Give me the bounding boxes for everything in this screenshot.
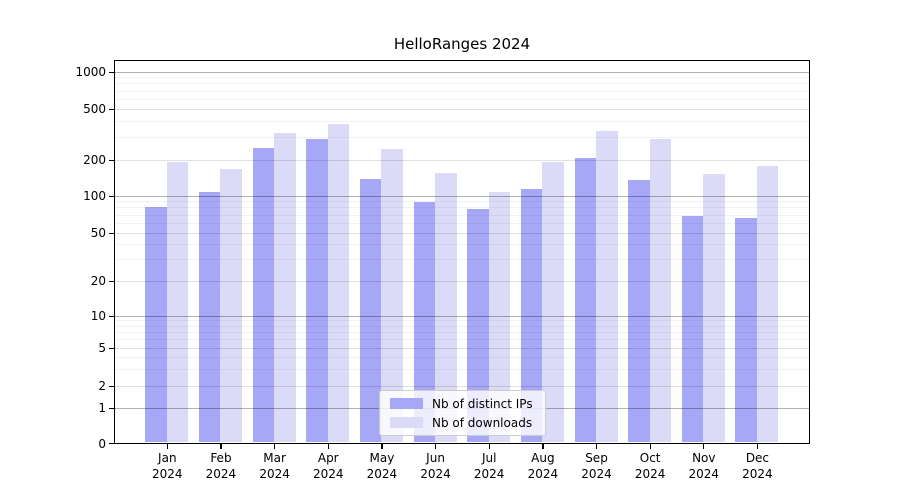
bar-downloads-mar [274,132,296,442]
bar-downloads-nov [703,173,725,442]
chart-title: HelloRanges 2024 [393,35,531,53]
y-tick-label: 100 [83,189,106,203]
gridline [115,108,809,110]
bar-distinct-ips-apr [306,138,328,442]
x-tick-label: Feb 2024 [205,451,237,481]
y-tick-label: 1 [98,401,106,415]
legend-swatch-downloads [390,417,423,428]
plot-area: Nb of distinct IPs Nb of downloads [114,60,810,444]
x-tick-label: Jan 2024 [152,451,183,481]
bar-distinct-ips-mar [252,147,275,442]
x-tick-mark [166,444,168,449]
y-tick-label: 5 [98,341,106,355]
gridline [115,90,809,92]
bar-distinct-ips-oct [628,179,650,442]
bar-downloads-aug [542,161,564,442]
bar-downloads-may [381,148,403,442]
bar-distinct-ips-feb [198,191,221,442]
x-tick-label: Mar 2024 [259,451,290,481]
gridline [115,98,809,100]
y-tick-label: 0 [98,436,106,451]
y-tick-label: 10 [90,309,106,323]
gridline [115,71,809,73]
bar-downloads-sep [596,131,618,442]
y-tick-mark [108,159,115,161]
x-tick-mark [435,444,437,449]
y-tick-mark [108,315,115,317]
bar-distinct-ips-dec [735,218,757,442]
y-tick-label: 20 [90,274,106,288]
bar-distinct-ips-sep [574,157,596,442]
y-tick-mark [108,347,115,349]
bar-distinct-ips-jan [145,207,167,442]
legend-label: Nb of distinct IPs [432,396,533,411]
y-tick-mark [108,71,115,73]
x-tick-label: Nov 2024 [688,451,720,481]
y-tick-label: 200 [83,153,106,167]
x-tick-label: Jun 2024 [420,451,451,481]
legend-item: Nb of downloads [390,416,535,430]
x-tick-mark [274,444,276,449]
legend-item: Nb of distinct IPs [390,397,535,411]
y-tick-mark [108,407,115,409]
x-tick-label: May 2024 [366,451,398,481]
y-tick-label: 1000 [75,65,106,79]
gridline [115,83,809,85]
x-tick-label: Oct 2024 [634,451,666,481]
x-tick-label: Dec 2024 [742,451,773,481]
x-tick-label: Apr 2024 [312,451,344,481]
bar-downloads-jul [488,191,511,442]
x-tick-mark [703,444,705,449]
bar-downloads-oct [649,139,672,442]
x-tick-mark [649,444,651,449]
x-tick-mark [381,444,383,449]
x-tick-label: Sep 2024 [581,451,612,481]
gridline [115,77,809,79]
y-tick-label: 500 [83,102,106,116]
gridline [115,136,809,138]
x-tick-mark [220,444,222,449]
y-tick-mark [108,108,115,110]
bar-downloads-jun [435,172,457,442]
y-tick-mark [108,443,115,445]
x-tick-mark [488,444,490,449]
bar-distinct-ips-may [359,179,382,442]
y-tick-mark [108,280,115,282]
bar-downloads-feb [220,168,242,442]
y-tick-mark [108,195,115,197]
x-tick-mark [756,444,759,449]
legend-swatch-distinct-ips [390,398,423,409]
y-tick-label: 2 [98,379,106,393]
x-tick-mark [542,444,544,449]
y-tick-mark [108,385,115,387]
x-tick-mark [596,444,598,449]
bar-distinct-ips-aug [520,188,543,442]
gridline [115,120,809,122]
y-tick-label: 50 [90,226,106,240]
bar-distinct-ips-jun [413,202,436,442]
bar-distinct-ips-jul [467,209,489,442]
bar-downloads-jan [166,161,189,442]
y-tick-mark [108,232,115,234]
x-tick-label: Aug 2024 [527,451,559,481]
x-tick-mark [327,444,329,449]
legend-label: Nb of downloads [432,415,533,430]
bar-distinct-ips-nov [681,216,704,442]
bar-downloads-apr [327,123,350,442]
bar-downloads-dec [756,165,779,442]
gridline [115,159,809,161]
legend: Nb of distinct IPs Nb of downloads [379,390,546,436]
x-tick-label: Jul 2024 [473,451,505,481]
